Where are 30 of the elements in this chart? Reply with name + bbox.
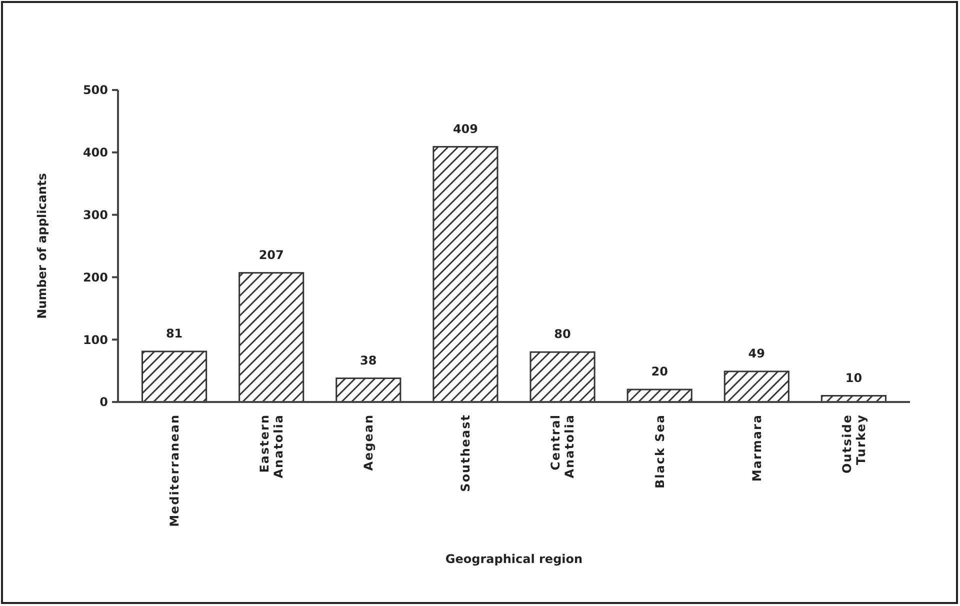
y-tick-label: 0 bbox=[100, 395, 108, 410]
bar bbox=[336, 378, 402, 403]
data-label: 49 bbox=[748, 346, 765, 360]
data-label: 80 bbox=[554, 327, 571, 342]
data-label: 409 bbox=[452, 122, 478, 136]
y-tick-label: 300 bbox=[82, 208, 108, 222]
x-tick-label: Outside Turkey bbox=[840, 414, 868, 474]
y-axis-title: Number of applicants bbox=[35, 173, 49, 319]
y-tick-label: 400 bbox=[82, 146, 108, 160]
data-label: 207 bbox=[258, 248, 284, 262]
data-label: 10 bbox=[845, 370, 862, 385]
x-tick-label: Mediterranean bbox=[167, 414, 182, 527]
bar bbox=[238, 272, 304, 403]
x-tick-label: Eastern Anatolia bbox=[258, 414, 286, 478]
x-tick-label: Southeast bbox=[458, 414, 473, 492]
data-label: 38 bbox=[360, 353, 377, 368]
x-tick-label: Marmara bbox=[750, 414, 764, 482]
x-tick-label: Black Sea bbox=[652, 414, 667, 489]
bar bbox=[530, 351, 596, 403]
y-tick-label: 200 bbox=[82, 270, 108, 284]
y-tick-label: 100 bbox=[82, 332, 108, 347]
bar bbox=[724, 370, 790, 403]
data-label: 20 bbox=[651, 364, 668, 379]
bar bbox=[432, 146, 498, 403]
bar bbox=[142, 350, 208, 403]
x-tick-label: Central Anatolia bbox=[548, 414, 577, 478]
y-tick-label: 500 bbox=[82, 83, 108, 98]
x-axis-title: Geographical region bbox=[445, 552, 583, 566]
x-tick-label: Aegean bbox=[362, 414, 376, 471]
data-label: 81 bbox=[166, 326, 183, 340]
